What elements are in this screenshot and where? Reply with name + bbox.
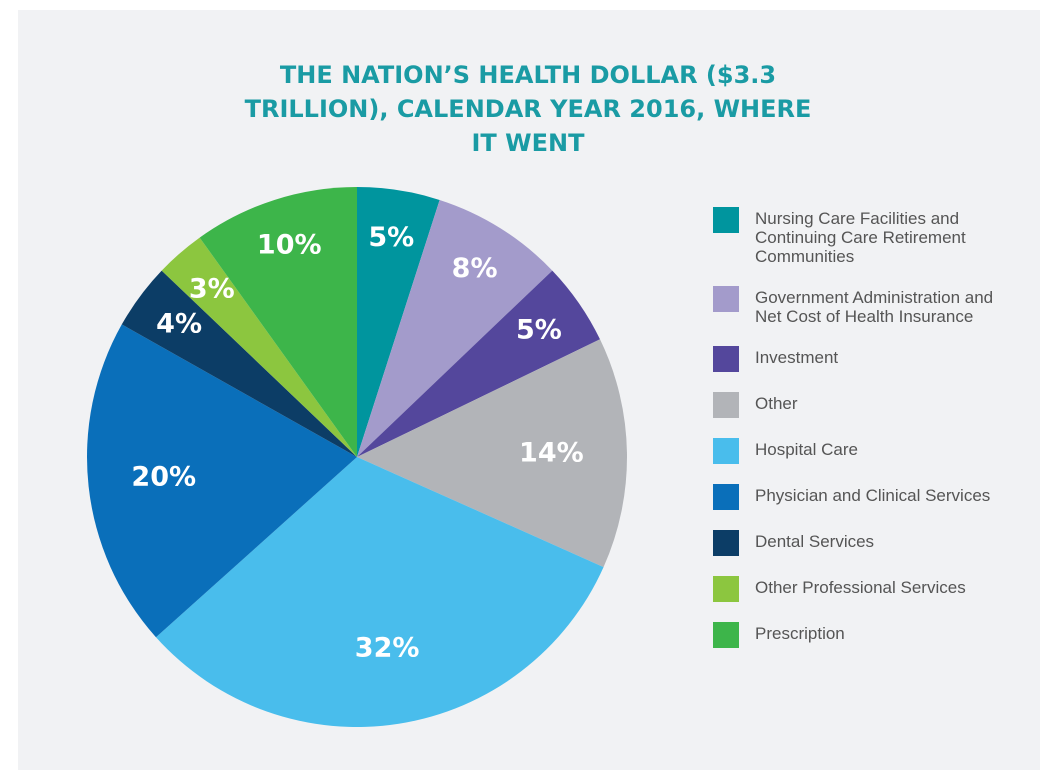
legend: Nursing Care Facilities and Continuing C… xyxy=(713,207,1003,648)
legend-swatch xyxy=(713,484,739,510)
legend-item: Other Professional Services xyxy=(713,576,1003,602)
legend-item: Other xyxy=(713,392,1003,418)
data-label: 20% xyxy=(131,462,196,493)
legend-swatch xyxy=(713,286,739,312)
legend-item: Hospital Care xyxy=(713,438,1003,464)
legend-swatch xyxy=(713,576,739,602)
data-label: 10% xyxy=(257,230,322,261)
legend-label: Other Professional Services xyxy=(755,578,966,597)
legend-item: Government Administration and Net Cost o… xyxy=(713,286,1003,326)
pie-slice xyxy=(161,237,357,457)
legend-swatch xyxy=(713,622,739,648)
pie-slice xyxy=(121,270,358,457)
pie-slice xyxy=(357,199,553,457)
data-label: 5% xyxy=(516,314,562,345)
legend-label: Investment xyxy=(755,348,839,367)
legend-item: Prescription xyxy=(713,622,1003,648)
legend-swatch xyxy=(713,438,739,464)
legend-label: Hospital Care xyxy=(755,440,858,459)
legend-label: Physician and Clinical Services xyxy=(755,486,991,505)
data-label: 8% xyxy=(452,253,498,284)
legend-label: Prescription xyxy=(755,624,845,643)
pie-slice xyxy=(357,339,627,568)
legend-item: Physician and Clinical Services xyxy=(713,484,1003,510)
legend-label: Government Administration and Net Cost o… xyxy=(755,288,994,326)
legend-swatch xyxy=(713,530,739,556)
data-label: 4% xyxy=(156,309,202,340)
legend-label: Nursing Care Facilities and Continuing C… xyxy=(755,209,966,266)
legend-item: Nursing Care Facilities and Continuing C… xyxy=(713,207,1003,266)
legend-item: Dental Services xyxy=(713,530,1003,556)
pie-slice xyxy=(199,187,357,457)
legend-swatch xyxy=(713,346,739,372)
data-label: 3% xyxy=(189,273,235,304)
pie-slice xyxy=(86,324,357,638)
pie-slice xyxy=(357,270,601,457)
pie-slice xyxy=(155,457,604,727)
data-label: 5% xyxy=(368,222,414,253)
legend-label: Other xyxy=(755,394,798,413)
legend-swatch xyxy=(713,207,739,233)
data-label: 14% xyxy=(519,437,584,468)
legend-label: Dental Services xyxy=(755,532,875,551)
chart-title: THE NATION’S HEALTH DOLLAR ($3.3 TRILLIO… xyxy=(244,61,812,157)
data-label: 32% xyxy=(355,633,420,664)
legend-swatch xyxy=(713,392,739,418)
pie-slice xyxy=(357,187,440,457)
legend-item: Investment xyxy=(713,346,1003,372)
